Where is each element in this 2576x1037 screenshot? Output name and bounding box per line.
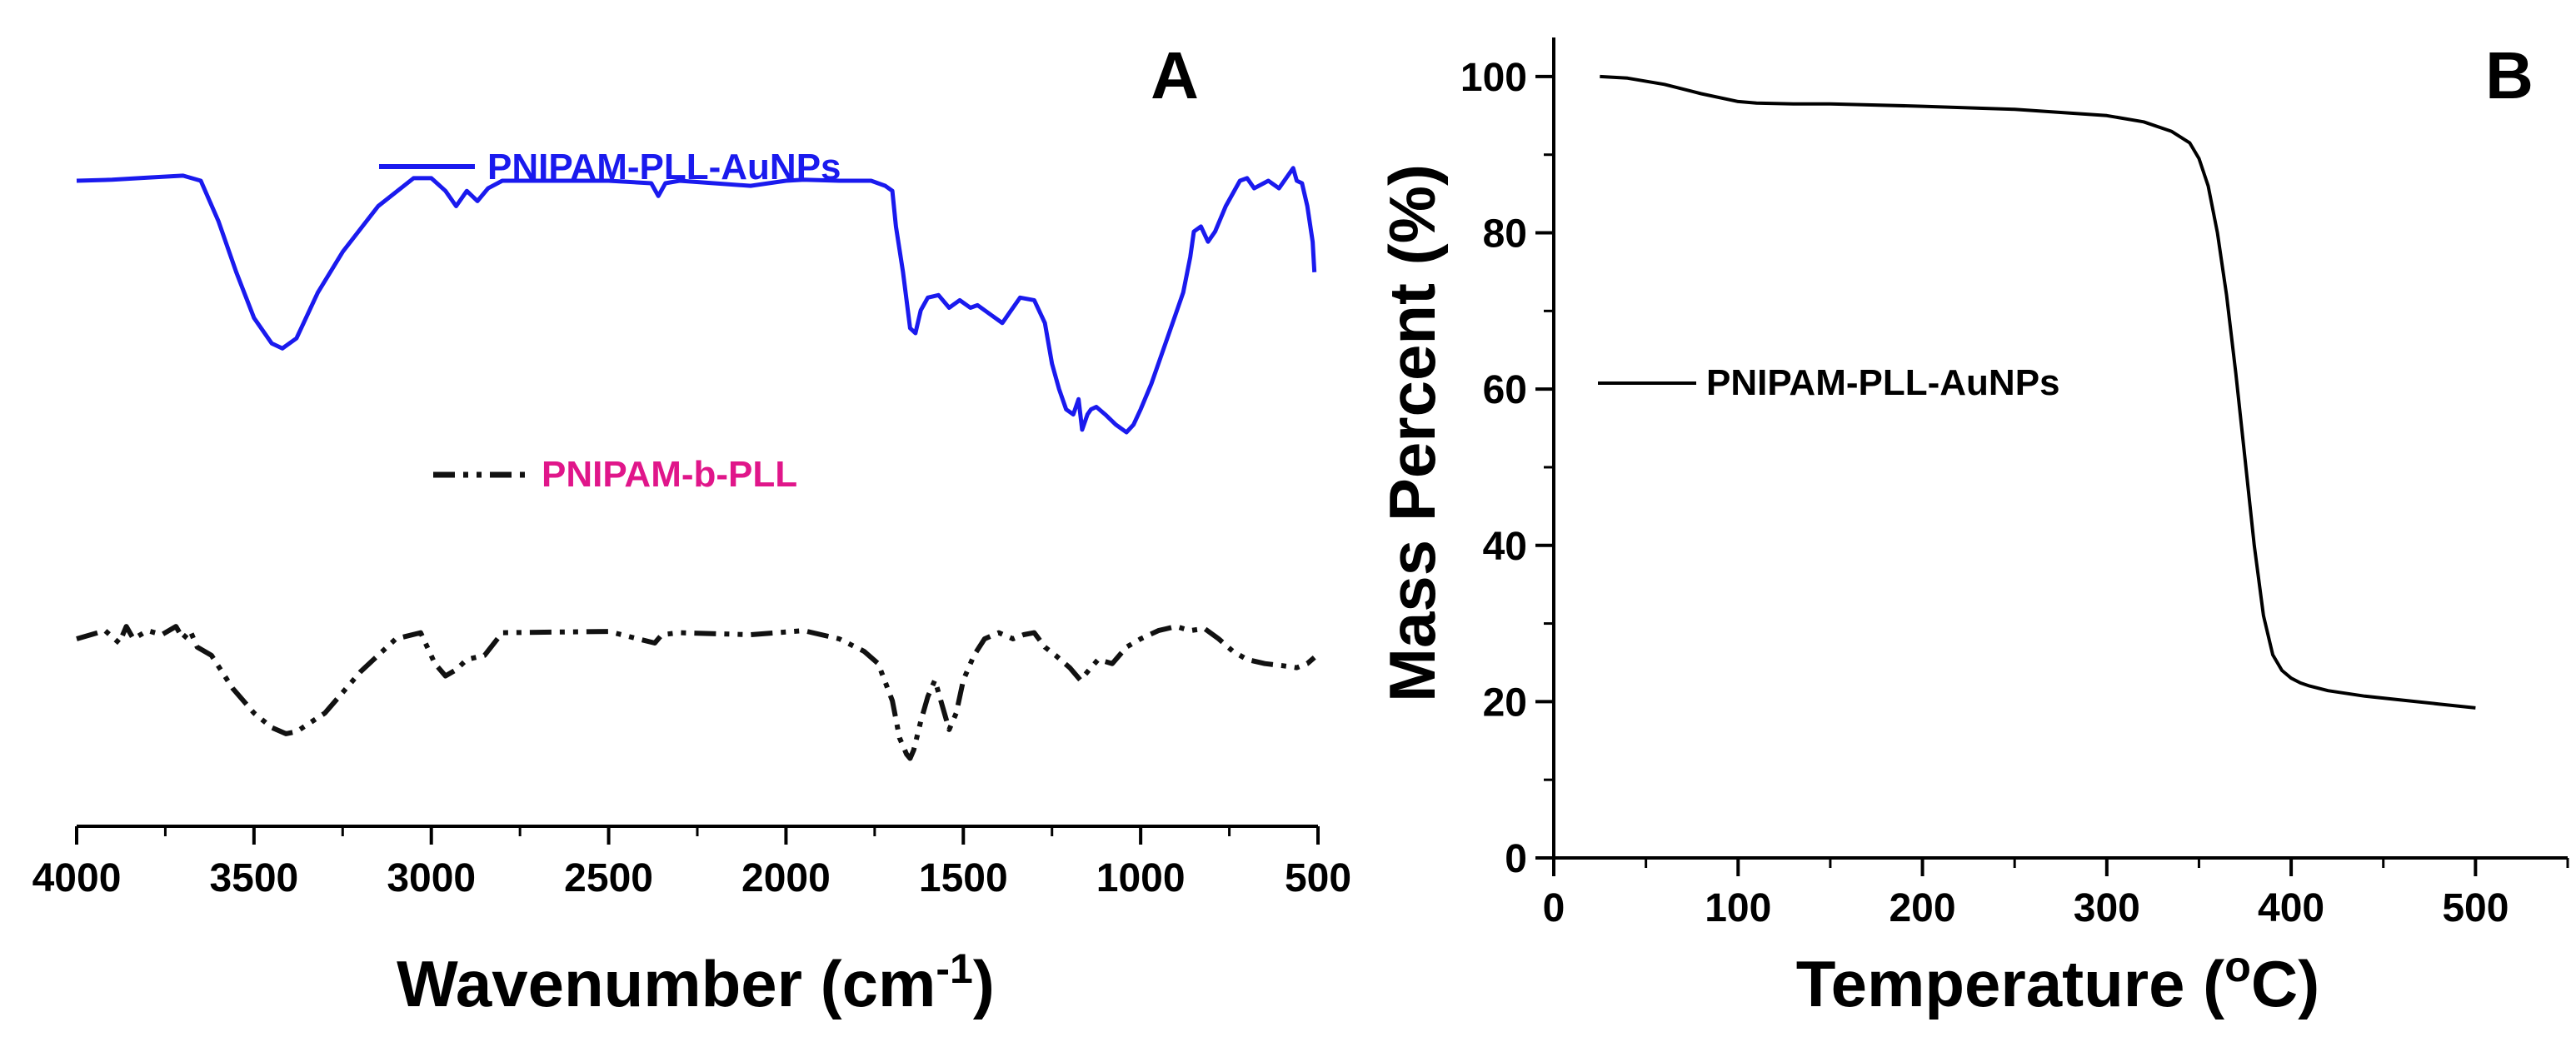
panel-a-x-tick-label-3000: 3000 [387, 856, 476, 900]
panel-a-x-tick-label-2500: 2500 [564, 856, 653, 900]
panel-b-x-tick-label-100: 100 [1705, 886, 1771, 930]
panel-b-x-tick-label-200: 200 [1889, 886, 1955, 930]
panel-a: A 4000 3500 3000 2500 2000 1500 1000 500 Wavenu… [32, 38, 1351, 1020]
panel-b-x-tick-label-300: 300 [2074, 886, 2140, 930]
panel-b-y-tick-label-0: 0 [1505, 837, 1527, 881]
panel-b-x-axis-title: Temperature (oC) [1796, 943, 2319, 1020]
panel-a-x-tick-label-2000: 2000 [741, 856, 831, 900]
panel-b-y-tick-label-100: 100 [1460, 56, 1527, 100]
legend-a-label-pnipam-b-pll: PNIPAM-b-PLL [542, 454, 797, 495]
panel-b-x-tick-label-400: 400 [2258, 886, 2324, 930]
panel-a-series-pnipam-b-pll [76, 624, 1316, 761]
panel-b-y-tick-label-60: 60 [1483, 368, 1527, 412]
panel-a-x-tick-label-1000: 1000 [1096, 856, 1186, 900]
panel-b-ticks [1535, 74, 2569, 876]
panel-b-series-pnipam-pll-aunps [1600, 74, 2476, 710]
panel-a-series [76, 166, 1317, 761]
legend-b-label-pnipam-pll-aunps: PNIPAM-PLL-AuNPs [1706, 362, 2060, 403]
panel-b-tick-labels: 0 100 200 300 400 500 0 20 40 60 80 100 [1460, 56, 2509, 930]
panel-a-x-tick-labels: 4000 3500 3000 2500 2000 1500 1000 500 [32, 856, 1351, 900]
panel-b-y-tick-label-80: 80 [1483, 212, 1527, 257]
panel-a-x-ticks [75, 826, 1320, 845]
panel-b: B 0 100 200 300 400 500 0 20 40 60 80 100 Temperatu… [1375, 37, 2569, 1020]
panel-b-x-tick-label-500: 500 [2442, 886, 2509, 930]
panel-a-x-tick-label-1500: 1500 [919, 856, 1008, 900]
panel-a-label: A [1151, 38, 1199, 112]
panel-b-legend: PNIPAM-PLL-AuNPs [1598, 362, 2060, 403]
panel-a-legend: PNIPAM-PLL-AuNPs PNIPAM-b-PLL [379, 147, 841, 495]
panel-b-y-tick-label-20: 20 [1483, 681, 1527, 725]
panel-b-x-tick-label-0: 0 [1543, 886, 1565, 930]
panel-a-x-tick-label-3500: 3500 [209, 856, 298, 900]
panel-a-x-axis-title: Wavenumber (cm-1) [397, 945, 995, 1020]
legend-a-label-pnipam-pll-aunps: PNIPAM-PLL-AuNPs [487, 147, 841, 187]
panel-b-label: B [2485, 38, 2534, 112]
panel-b-series [1600, 74, 2476, 710]
panel-a-x-tick-label-500: 500 [1285, 856, 1351, 900]
panel-a-series-pnipam-pll-aunps [76, 166, 1317, 435]
panel-b-y-axis-title: Mass Percent (%) [1375, 164, 1449, 702]
panel-a-x-tick-label-4000: 4000 [32, 856, 122, 900]
panel-b-y-tick-label-40: 40 [1483, 525, 1527, 569]
